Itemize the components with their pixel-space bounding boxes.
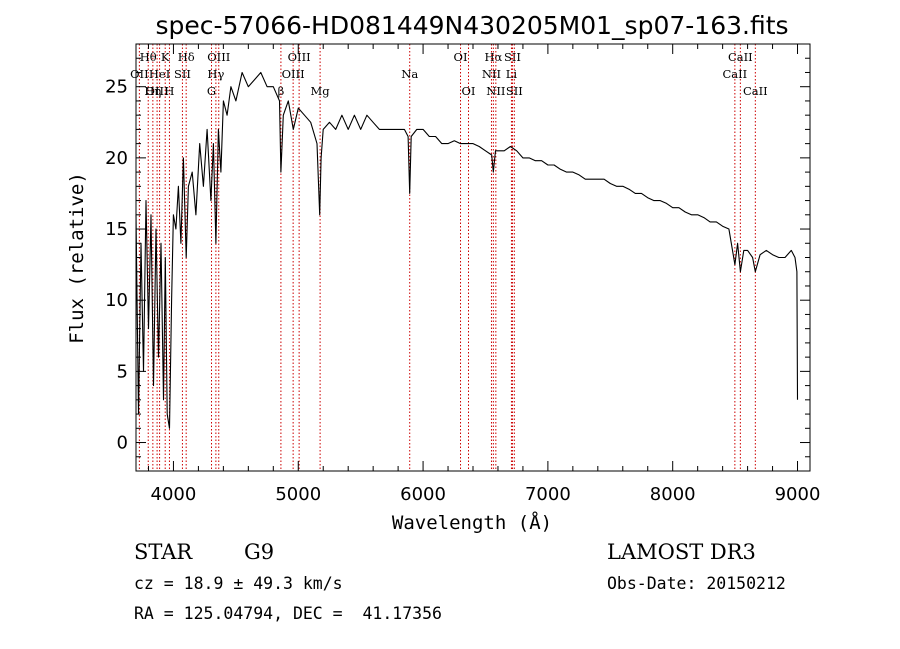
- x-tick-label-6000: 6000: [400, 484, 446, 505]
- line-label-10: Hγ: [207, 67, 224, 81]
- x-tick-label-5000: 5000: [275, 484, 321, 505]
- object-class: STAR: [134, 540, 193, 564]
- x-tick-label-4000: 4000: [151, 484, 197, 505]
- line-label-3: HeI: [149, 67, 170, 81]
- survey-name: LAMOST DR3: [607, 540, 756, 564]
- object-subclass: G9: [244, 540, 275, 564]
- chart-title: spec-57066-HD081449N430205M01_sp07-163.f…: [155, 11, 788, 40]
- data-layer: [135, 71, 799, 429]
- line-label-21: NII: [486, 84, 505, 98]
- tick-layer: 4000 5000 6000 7000 8000 9000 0 5 10 15 20 25: [105, 44, 820, 505]
- line-label-17: OI: [454, 50, 468, 64]
- y-tick-label-25: 25: [105, 77, 128, 98]
- line-label-27: CaII: [743, 84, 768, 98]
- line-label-25: CaII: [728, 50, 753, 64]
- x-tick-label-9000: 9000: [775, 484, 821, 505]
- line-label-7: H: [164, 84, 174, 98]
- line-label-15: Mg: [311, 84, 331, 98]
- obs-date-text: Obs-Date: 20150212: [607, 574, 786, 593]
- line-label-2: OIII: [146, 84, 169, 98]
- line-label-14: β: [278, 84, 285, 98]
- y-tick-label-5: 5: [117, 361, 128, 382]
- y-axis-label: Flux (relative): [66, 172, 88, 344]
- line-label-1: OII: [130, 67, 149, 81]
- line-label-18: OI: [462, 84, 476, 98]
- line-label-9: OIII: [207, 50, 230, 64]
- redshift-text: cz = 18.9 ± 49.3 km/s: [134, 574, 343, 593]
- line-label-8: Hδ: [178, 50, 195, 64]
- y-tick-label-20: 20: [105, 148, 128, 169]
- y-tick-label-10: 10: [105, 290, 128, 311]
- line-label-6: SII: [174, 67, 191, 81]
- line-label-26: CaII: [722, 67, 747, 81]
- line-label-16: Na: [401, 67, 418, 81]
- line-label-19: Hα: [484, 50, 502, 64]
- line-label-24: SII: [506, 84, 523, 98]
- spectrum-line: [135, 71, 799, 429]
- line-label-13: OIII: [282, 67, 305, 81]
- x-tick-label-8000: 8000: [650, 484, 696, 505]
- line-label-11: G: [207, 84, 216, 98]
- x-axis-label: Wavelength (Å): [392, 511, 552, 534]
- y-tick-label-15: 15: [105, 219, 128, 240]
- y-tick-label-0: 0: [117, 433, 128, 454]
- line-label-0: Hθ: [140, 50, 157, 64]
- line-label-23: Li: [506, 67, 518, 81]
- plot-frame: [135, 43, 811, 472]
- line-label-5: K: [161, 50, 170, 64]
- x-tick-label-7000: 7000: [525, 484, 571, 505]
- line-label-12: OIII: [288, 50, 311, 64]
- line-label-22: SII: [504, 50, 521, 64]
- line-label-4: Hη: [144, 84, 161, 98]
- coordinates-text: RA = 125.04794, DEC = 41.17356: [134, 604, 442, 623]
- line-label-20: NII: [482, 67, 501, 81]
